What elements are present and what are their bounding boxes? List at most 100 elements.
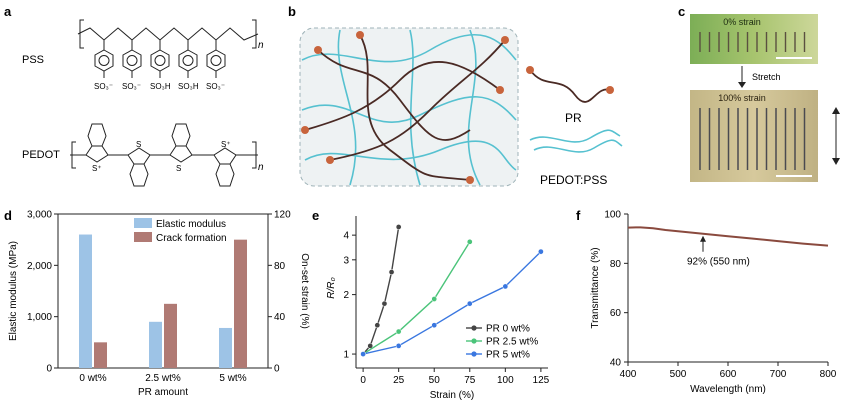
stretch-label: Stretch bbox=[752, 72, 781, 82]
data-point bbox=[388, 269, 395, 275]
x-tick-label: 500 bbox=[670, 369, 687, 380]
pr-legend-glyph bbox=[529, 69, 611, 103]
data-point bbox=[395, 224, 402, 230]
panel-label-f: f bbox=[576, 208, 581, 223]
legend-swatch bbox=[134, 232, 152, 242]
panel-c: c 0% strain Stretch 100% strain bbox=[678, 4, 840, 182]
pedot-structure bbox=[70, 123, 258, 187]
dioxane-ring bbox=[129, 163, 149, 187]
legend-label: Elastic modulus bbox=[156, 219, 226, 230]
y2-tick-label: 40 bbox=[274, 312, 286, 323]
y-tick-label: 40 bbox=[610, 358, 622, 369]
y-tick-label: 1,000 bbox=[27, 312, 52, 323]
thiophene-ring bbox=[213, 147, 237, 165]
series-line bbox=[362, 251, 542, 355]
pr-chains bbox=[304, 34, 506, 181]
data-point bbox=[538, 248, 544, 255]
plot-frame bbox=[57, 213, 269, 369]
legend-label: Crack formation bbox=[156, 233, 227, 244]
panel-b: b PR PED bbox=[288, 4, 623, 187]
y-tick-label: 2,000 bbox=[27, 261, 52, 272]
benzene-ring bbox=[150, 49, 170, 72]
y-tick-label: 0 bbox=[46, 364, 52, 375]
x-tick-label: 600 bbox=[720, 369, 737, 380]
x-axis-label: Strain (%) bbox=[430, 390, 474, 401]
thiophene-ring bbox=[127, 147, 151, 165]
data-point bbox=[466, 238, 473, 245]
annotation-arrow-head bbox=[700, 235, 706, 242]
annotation-label: 92% (550 nm) bbox=[687, 257, 750, 268]
x-tick-label: 0 bbox=[360, 375, 366, 386]
y2-axis-label: On-set strain (%) bbox=[299, 253, 310, 329]
thiophene-ring bbox=[85, 145, 109, 163]
data-point bbox=[502, 283, 509, 290]
transmittance-curve bbox=[627, 226, 829, 247]
pss-label: PSS bbox=[22, 54, 44, 66]
x-tick-label: 75 bbox=[464, 375, 476, 386]
data-point bbox=[431, 322, 438, 329]
bar-crack-formation bbox=[94, 342, 107, 368]
electrode-array-0 bbox=[699, 32, 806, 52]
y-tick-label: 4 bbox=[343, 231, 349, 242]
pss-structure bbox=[77, 19, 259, 78]
y-tick-label: 60 bbox=[610, 308, 622, 319]
pss-backbone bbox=[77, 27, 259, 41]
bar-elastic-modulus bbox=[149, 321, 162, 368]
bar-elastic-modulus bbox=[79, 234, 92, 368]
data-point bbox=[395, 328, 402, 335]
strain-0-photo bbox=[690, 14, 818, 64]
pr-end-groups bbox=[301, 31, 509, 184]
y-tick-label: 80 bbox=[610, 259, 622, 270]
y2-tick-label: 120 bbox=[274, 210, 291, 221]
sulfur-label: S⁺ bbox=[221, 140, 231, 149]
panel-a: a PSS bbox=[4, 4, 264, 187]
dioxane-ring bbox=[171, 123, 191, 147]
strain-0-label: 0% strain bbox=[723, 17, 761, 27]
benzene-ring bbox=[206, 49, 226, 72]
y2-tick-label: 80 bbox=[274, 261, 286, 272]
y2-tick-label: 0 bbox=[274, 364, 280, 375]
y-axis-label: Transmittance (%) bbox=[590, 247, 601, 328]
legend-swatch bbox=[134, 218, 152, 228]
x-tick-label: 2.5 wt% bbox=[145, 373, 181, 384]
pss-n-label: n bbox=[258, 40, 264, 51]
data-point bbox=[381, 300, 388, 307]
series-line bbox=[362, 241, 471, 355]
strain-100-label: 100% strain bbox=[718, 93, 766, 103]
y-axis-label: Elastic modulus (MPa) bbox=[8, 241, 19, 341]
bar-elastic-modulus bbox=[219, 327, 232, 368]
pedotpss-chains bbox=[301, 29, 517, 186]
legend-marker bbox=[471, 338, 477, 344]
x-tick-label: 50 bbox=[429, 375, 441, 386]
thiophene-ring bbox=[169, 145, 193, 163]
pedot-n-label: n bbox=[258, 162, 264, 173]
y-tick-label: 1 bbox=[343, 350, 349, 361]
sulfonate-label: SO₃⁻ bbox=[206, 82, 225, 91]
y-tick-label: 2 bbox=[343, 290, 349, 301]
data-point bbox=[360, 351, 366, 357]
legend-marker bbox=[471, 351, 477, 357]
sulfur-label: S bbox=[136, 140, 141, 149]
pss-bracket-left bbox=[79, 19, 84, 49]
x-tick-label: 5 wt% bbox=[219, 373, 246, 384]
pedotpss-legend-glyph bbox=[533, 139, 623, 153]
y-axis-label: R/R₀ bbox=[326, 277, 337, 298]
x-axis-label: PR amount bbox=[138, 387, 188, 398]
x-tick-label: 25 bbox=[393, 375, 405, 386]
sulfur-label: S bbox=[176, 164, 181, 173]
data-point bbox=[367, 343, 374, 349]
panel-e-chart: e 1 2 3 4 0 25 50 75 100 125 Strain (%) R/R₀ PR 0 wt… bbox=[312, 208, 550, 401]
pss-bracket-right bbox=[252, 19, 257, 49]
y-tick-label: 3,000 bbox=[27, 210, 52, 221]
y-tick-label: 3 bbox=[343, 255, 349, 266]
dioxane-ring bbox=[87, 123, 107, 147]
sulfonate-label: SO₃H bbox=[178, 82, 199, 91]
bar-crack-formation bbox=[164, 303, 177, 368]
panel-f-chart: f 40 60 80 100 400 500 600 700 800 Wavelength (nm… bbox=[576, 208, 837, 395]
benzene-ring bbox=[122, 49, 142, 72]
x-tick-label: 125 bbox=[533, 375, 550, 386]
strain-100-photo bbox=[690, 90, 818, 182]
dioxane-ring bbox=[215, 163, 235, 187]
x-tick-label: 700 bbox=[770, 369, 787, 380]
